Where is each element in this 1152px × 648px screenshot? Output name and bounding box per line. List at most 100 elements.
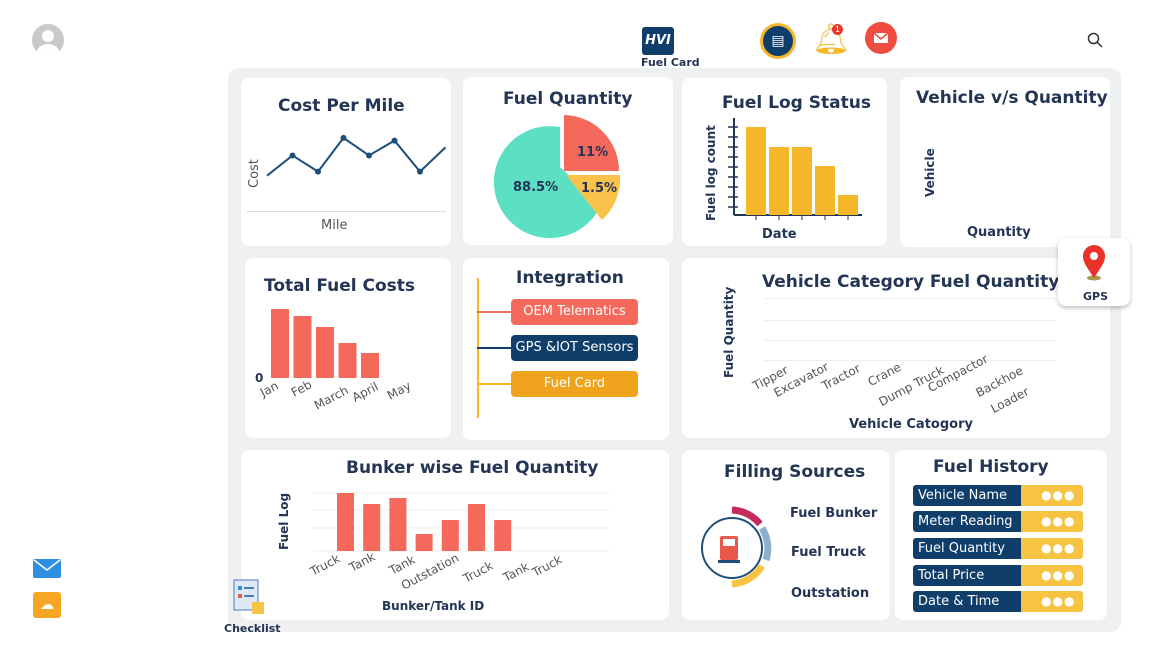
- row-value: ●●●: [1021, 565, 1083, 586]
- row-value: ●●●: [1021, 511, 1083, 532]
- card-title: Fuel History: [933, 457, 1049, 477]
- cost-per-mile-card[interactable]: Cost Per Mile Cost Mile: [241, 78, 451, 246]
- fuel-log-status-chart: [728, 118, 862, 220]
- bar: [293, 316, 312, 378]
- checklist-icon: [233, 579, 264, 614]
- integration-gps-iot[interactable]: GPS &IOT Sensors: [511, 335, 638, 361]
- pie-label-1-5: 1.5%: [581, 181, 618, 196]
- cost-point: [366, 152, 372, 159]
- gridline: [764, 340, 1056, 341]
- gridline: [764, 320, 1056, 321]
- bar: [769, 147, 789, 215]
- cost-point: [391, 137, 398, 144]
- x-tick: April: [350, 379, 381, 404]
- search-glass: [1087, 32, 1103, 48]
- connector-3: [477, 383, 511, 385]
- avatar-head: [42, 30, 54, 42]
- messages-bubble: ▤: [763, 26, 793, 56]
- card-title: Total Fuel Costs: [264, 276, 416, 296]
- gps-label: GPS: [1083, 290, 1109, 303]
- bar: [361, 353, 379, 378]
- source-fuel-truck: Fuel Truck: [791, 545, 866, 560]
- history-row-vehicle-name[interactable]: Vehicle Name ●●●: [913, 485, 1083, 506]
- bell-icon[interactable]: 🔔︎: [812, 22, 851, 57]
- row-value: ●●●: [1021, 485, 1083, 506]
- x-axis-label: Date: [762, 227, 797, 242]
- y-axis-label: Fuel Quantity: [722, 286, 736, 378]
- row-label: Fuel Quantity: [913, 538, 1021, 559]
- vehicle-category-card[interactable]: Vehicle Category Fuel Quantity Fuel Quan…: [682, 258, 1110, 438]
- card-title: Vehicle v/s Quantity: [916, 88, 1108, 108]
- card-title: Cost Per Mile: [278, 96, 405, 116]
- bar: [494, 520, 512, 551]
- x-tick: Jan: [257, 379, 281, 401]
- gps-button[interactable]: GPS: [1058, 238, 1130, 306]
- pie-slice-88-5: [493, 126, 601, 239]
- history-row-meter-reading[interactable]: Meter Reading ●●●: [913, 511, 1083, 532]
- pie-slice-1-5: [566, 175, 621, 220]
- x-axis-label: Quantity: [967, 225, 1031, 240]
- pie-label-11: 11%: [577, 145, 609, 160]
- fuel-pump-icon: [701, 506, 772, 588]
- card-title: Fuel Quantity: [503, 89, 633, 109]
- bar: [441, 520, 459, 551]
- chat-icon[interactable]: ☁: [33, 592, 61, 618]
- pie-slice-11: [564, 115, 619, 171]
- user-avatar-icon[interactable]: [32, 24, 64, 56]
- filling-sources-card[interactable]: Filling Sources Fuel Bunker Fuel Truck O…: [682, 450, 890, 620]
- fuel-log-status-card[interactable]: Fuel Log Status Fuel log count Date: [682, 78, 887, 246]
- bar: [337, 493, 354, 551]
- email-icon[interactable]: [865, 22, 897, 54]
- x-tick: Tank: [346, 549, 378, 575]
- y-axis-label: Vehicle: [923, 148, 937, 197]
- bar: [316, 327, 334, 378]
- total-fuel-costs-card[interactable]: Total Fuel Costs 0 Jan Feb March April May: [245, 258, 451, 438]
- email-envelope: [873, 32, 889, 43]
- row-value: ●●●: [1021, 538, 1083, 559]
- integration-card[interactable]: Integration OEM Telematics GPS &IOT Sens…: [463, 258, 669, 440]
- mail-flap: [33, 559, 61, 571]
- gridline: [764, 298, 1056, 299]
- checklist-button[interactable]: Checklist: [224, 578, 284, 636]
- integration-oem-telematics[interactable]: OEM Telematics: [511, 299, 638, 325]
- avatar-body: [37, 44, 59, 56]
- search-icon[interactable]: [1087, 32, 1103, 48]
- map-pin-icon: [1083, 245, 1105, 281]
- history-row-total-price[interactable]: Total Price ●●●: [913, 565, 1083, 586]
- checklist-label: Checklist: [224, 622, 281, 635]
- x-axis-label: Vehicle Catogory: [849, 417, 973, 432]
- fuel-history-card[interactable]: Fuel History Vehicle Name ●●● Meter Readi…: [895, 450, 1107, 620]
- messages-icon[interactable]: ▤: [760, 23, 796, 59]
- history-row-fuel-quantity[interactable]: Fuel Quantity ●●●: [913, 538, 1083, 559]
- bar: [271, 309, 289, 378]
- bar: [468, 504, 485, 551]
- card-title: Fuel Log Status: [722, 93, 871, 113]
- notification-badge: 1: [832, 24, 843, 35]
- bunker-card[interactable]: Bunker wise Fuel Quantity Fuel Log Truck…: [241, 450, 669, 620]
- x-axis-line: [246, 211, 446, 212]
- bar: [792, 147, 812, 215]
- bar: [815, 166, 835, 215]
- bar: [363, 504, 381, 551]
- vehicle-vs-quantity-card[interactable]: Vehicle v/s Quantity Vehicle Quantity: [900, 77, 1110, 247]
- row-label: Date & Time: [913, 591, 1021, 612]
- x-tick: March: [312, 383, 351, 413]
- fuel-quantity-card[interactable]: Fuel Quantity 88.5% 11% 1.5%: [463, 77, 673, 245]
- cost-point: [289, 152, 296, 159]
- hvi-logo[interactable]: HVI: [642, 27, 674, 55]
- bar: [338, 343, 357, 378]
- logo-caption: Fuel Card: [641, 56, 700, 69]
- card-title: Filling Sources: [724, 462, 866, 482]
- x-axis-label: Mile: [321, 218, 348, 233]
- integration-fuel-card[interactable]: Fuel Card: [511, 371, 638, 397]
- history-row-date-time[interactable]: Date & Time ●●●: [913, 591, 1083, 612]
- card-title: Bunker wise Fuel Quantity: [346, 458, 599, 478]
- connector-1: [477, 311, 511, 313]
- gridline: [764, 360, 1056, 361]
- x-tick: Truck: [529, 552, 564, 580]
- row-label: Meter Reading: [913, 511, 1021, 532]
- cost-point: [417, 168, 423, 175]
- card-title: Vehicle Category Fuel Quantity: [762, 272, 1060, 292]
- mail-icon[interactable]: [33, 559, 61, 578]
